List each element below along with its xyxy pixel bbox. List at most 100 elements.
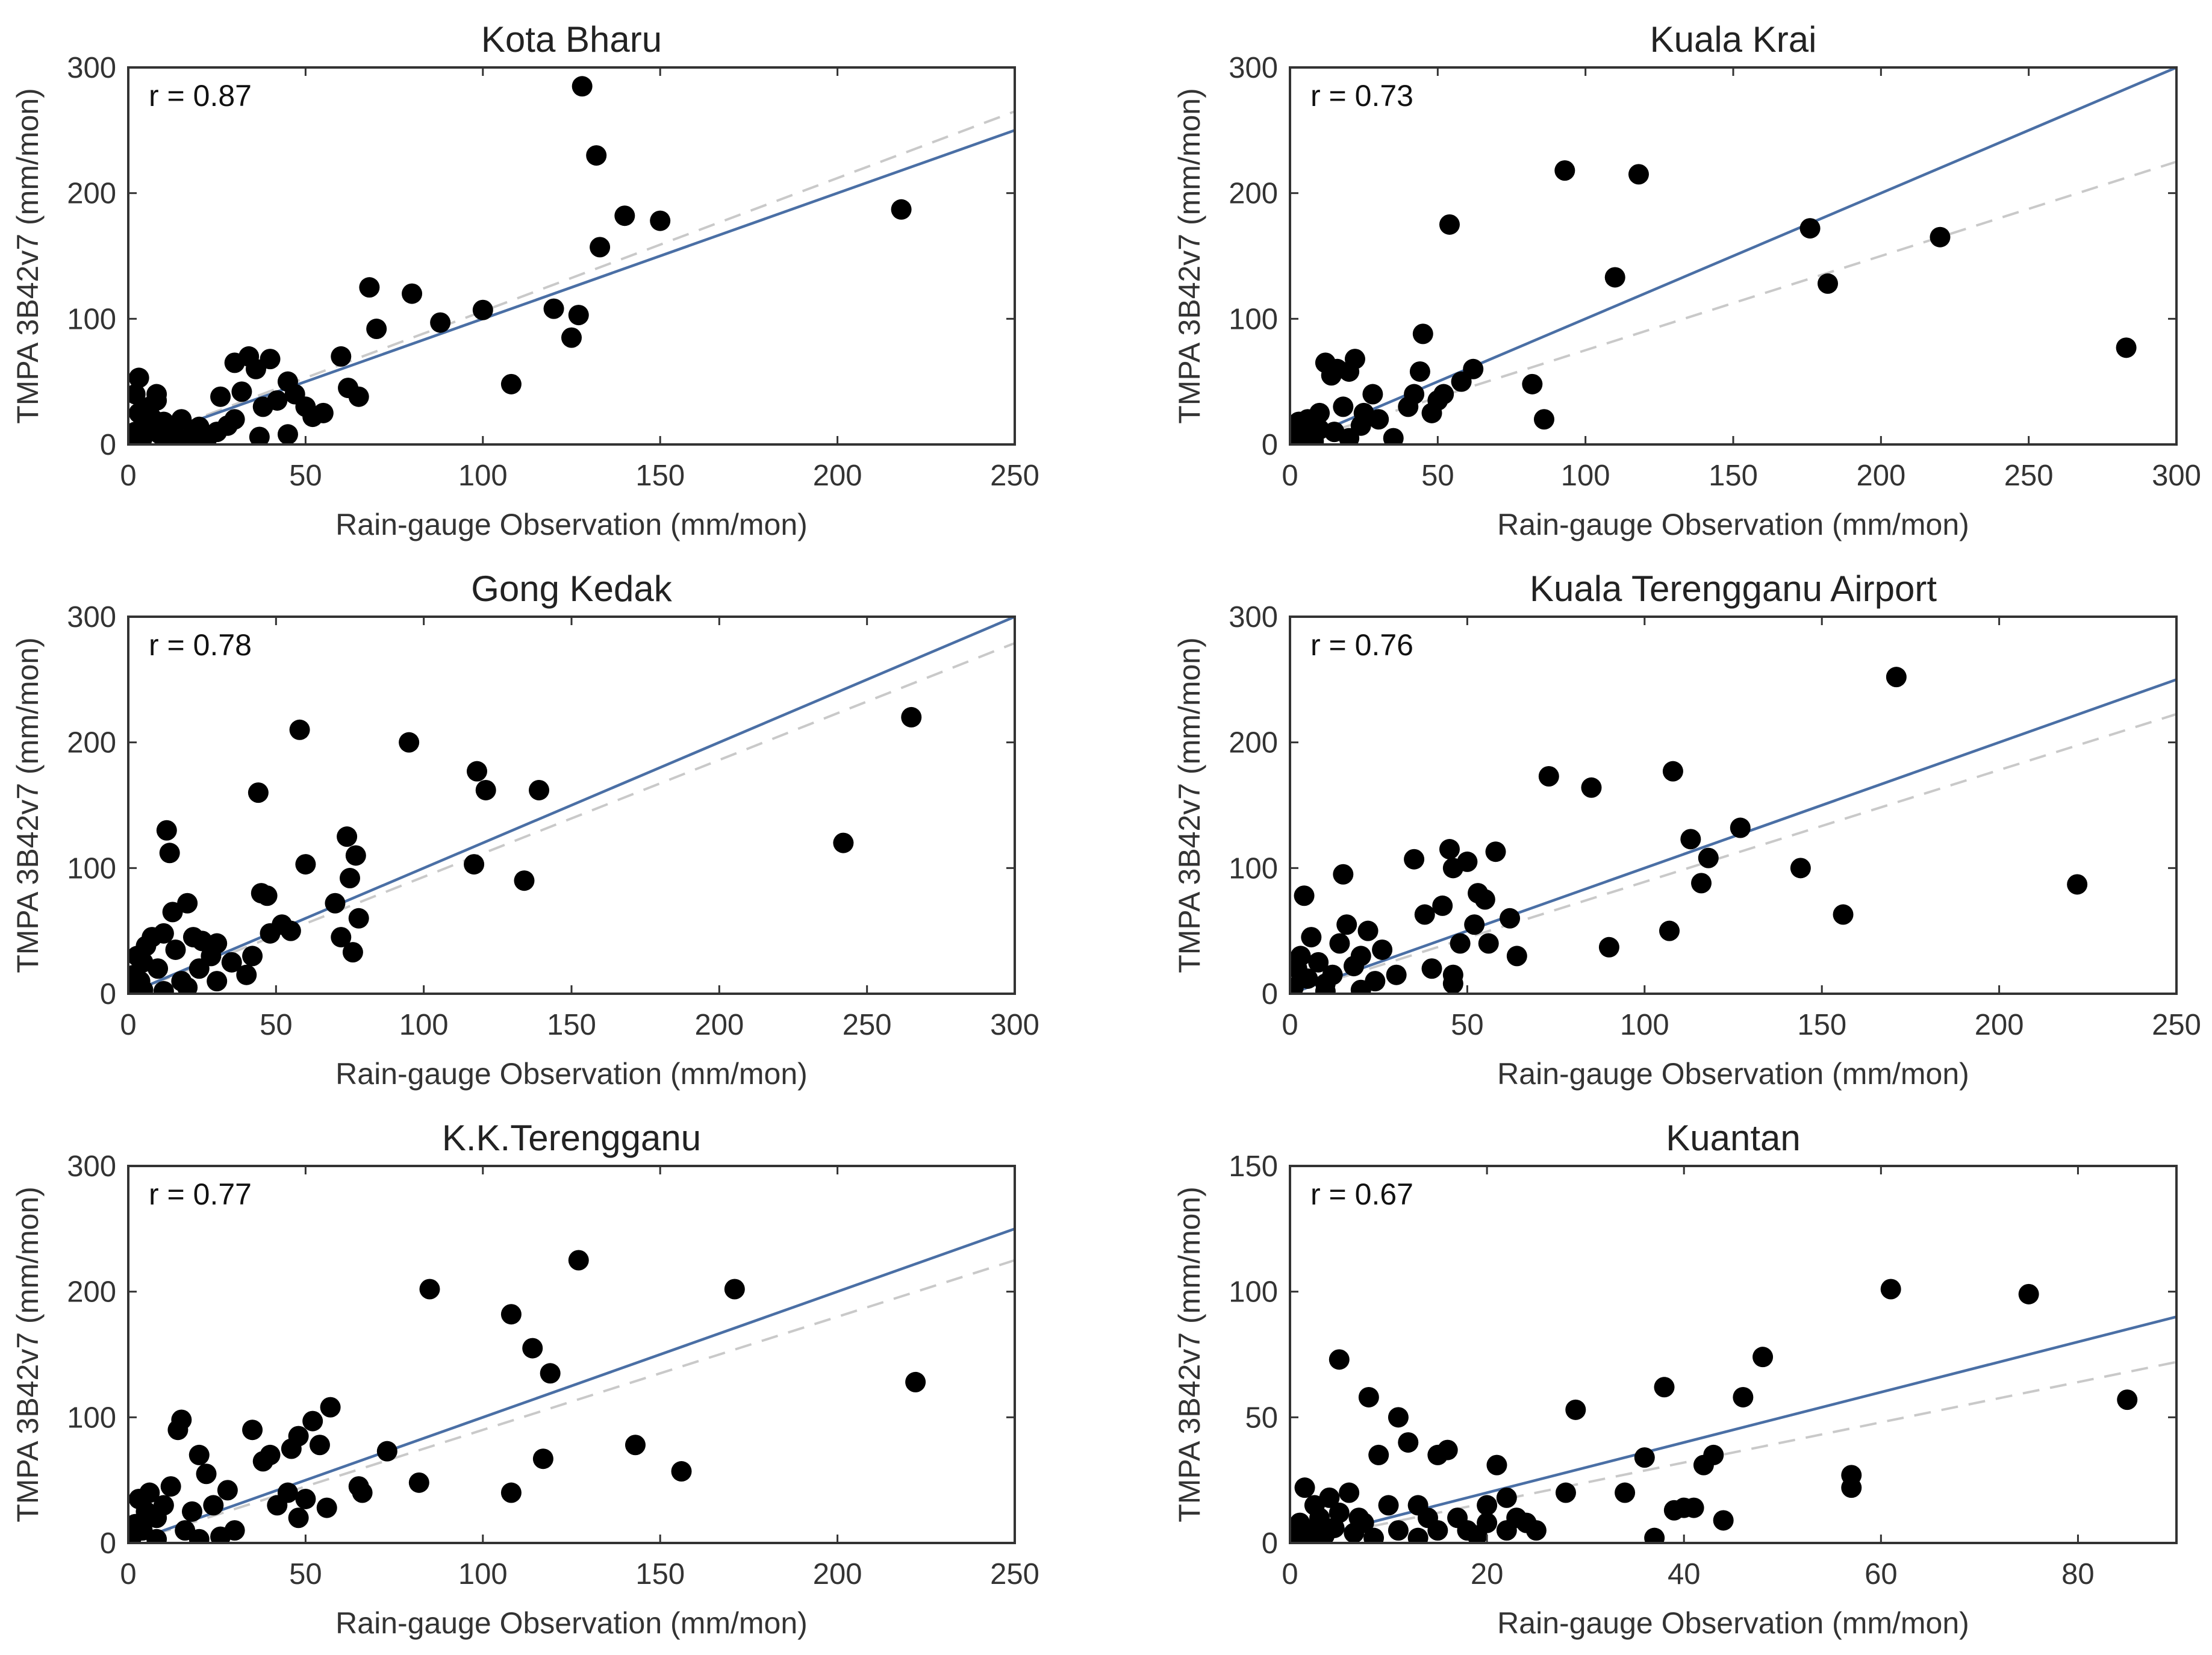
data-point: [1752, 1347, 1774, 1368]
data-point: [1496, 1487, 1517, 1508]
x-axis-label: Rain-gauge Observation (mm/mon): [335, 508, 808, 541]
x-tick-label: 40: [1668, 1558, 1701, 1591]
data-point: [366, 319, 387, 340]
data-point: [165, 939, 186, 960]
data-point: [561, 327, 582, 348]
panel-title: K.K.Terengganu: [442, 1118, 701, 1158]
data-point: [1463, 358, 1484, 379]
data-point: [139, 1482, 160, 1503]
data-point: [153, 980, 174, 994]
data-point: [1439, 214, 1460, 235]
regression-fit-line: [1290, 1315, 2176, 1543]
data-point: [529, 779, 550, 800]
data-point: [352, 1482, 373, 1503]
x-tick-label: 150: [1797, 1009, 1846, 1041]
data-point: [500, 1304, 522, 1325]
data-point: [1386, 964, 1407, 985]
data-point: [325, 893, 346, 914]
data-point: [905, 1371, 926, 1392]
x-tick-label: 60: [1865, 1558, 1898, 1591]
data-point: [464, 854, 485, 875]
x-tick-label: 0: [120, 460, 136, 492]
data-point: [162, 902, 183, 923]
data-point: [399, 732, 420, 753]
axes-frame: [127, 1165, 1016, 1544]
data-point: [337, 826, 358, 847]
regression-fit-line: [128, 1227, 1015, 1543]
data-point: [242, 946, 263, 967]
correlation-label: r = 0.67: [1310, 1177, 1413, 1211]
data-point: [408, 1472, 429, 1493]
axes-frame: [1289, 616, 2178, 995]
y-tick-label: 0: [100, 429, 116, 461]
y-tick-label: 300: [67, 601, 116, 634]
x-tick-label: 50: [289, 460, 322, 492]
data-point: [1474, 889, 1495, 910]
data-point: [1654, 1377, 1675, 1398]
reference-dashed-line: [128, 110, 1015, 444]
data-point: [288, 1507, 309, 1529]
reference-dashed-line: [1290, 712, 2176, 994]
data-point: [1486, 1454, 1507, 1476]
data-point: [128, 367, 149, 388]
data-point: [132, 979, 154, 994]
x-tick-label: 0: [120, 1558, 136, 1591]
data-point: [1412, 323, 1433, 344]
data-point: [1691, 873, 1712, 894]
data-point: [1297, 968, 1318, 989]
data-point: [217, 1480, 238, 1501]
data-point: [1565, 1399, 1586, 1420]
data-point: [1339, 428, 1360, 444]
data-point: [1698, 847, 1719, 868]
data-point: [2116, 337, 2137, 358]
data-point: [1841, 1477, 1862, 1498]
x-tick-label: 250: [990, 460, 1039, 492]
data-point: [1368, 409, 1389, 430]
data-layer: [128, 1227, 1015, 1543]
panel-kuantan: 0 20 40 60 80 0 50 100 150 Kuantan Rain-gauge Obse…: [1173, 1118, 2178, 1640]
data-point: [1598, 937, 1619, 958]
x-tick-label: 200: [813, 460, 862, 492]
data-point: [153, 923, 174, 944]
data-point: [1353, 1512, 1374, 1533]
panel-gong-kedak: 0 50 100 150 200 250 300 0 100 200 300 Gong Kedak Ra…: [11, 569, 1039, 1091]
data-point: [1301, 927, 1322, 948]
data-point: [359, 277, 380, 298]
data-point: [257, 885, 278, 906]
data-point: [1344, 349, 1365, 370]
data-point: [242, 1420, 263, 1441]
panel-title: Kota Bharu: [481, 19, 662, 60]
data-point: [1407, 1527, 1428, 1543]
data-point: [1378, 1495, 1399, 1516]
x-tick-label: 300: [990, 1009, 1039, 1041]
data-point: [1478, 933, 1499, 954]
data-point: [1733, 1386, 1754, 1407]
data-point: [288, 1426, 309, 1447]
correlation-label: r = 0.87: [149, 79, 252, 113]
data-point: [1439, 839, 1460, 860]
data-point: [188, 1529, 210, 1543]
x-tick-label: 50: [1451, 1009, 1484, 1041]
x-tick-label: 200: [694, 1009, 744, 1041]
y-tick-label: 0: [1262, 1527, 1278, 1560]
data-point: [1522, 373, 1543, 394]
axes-frame: [1289, 1165, 2178, 1544]
data-point: [156, 820, 177, 841]
data-point: [568, 1250, 589, 1271]
data-point: [316, 1497, 337, 1518]
data-point: [1308, 952, 1329, 973]
data-point: [146, 384, 167, 405]
x-axis-label: Rain-gauge Observation (mm/mon): [1497, 1057, 1969, 1091]
data-point: [1634, 1447, 1655, 1468]
data-point: [177, 977, 198, 994]
data-point: [1309, 1507, 1330, 1529]
data-point: [196, 1463, 217, 1485]
data-point: [543, 298, 564, 319]
data-point: [1457, 851, 1478, 872]
x-tick-label: 250: [843, 1009, 892, 1041]
data-point: [568, 305, 589, 326]
y-axis-label: TMPA 3B42v7 (mm/mon): [1173, 637, 1206, 973]
data-point: [1404, 384, 1425, 405]
data-point: [1506, 946, 1527, 967]
data-point: [1362, 384, 1383, 405]
